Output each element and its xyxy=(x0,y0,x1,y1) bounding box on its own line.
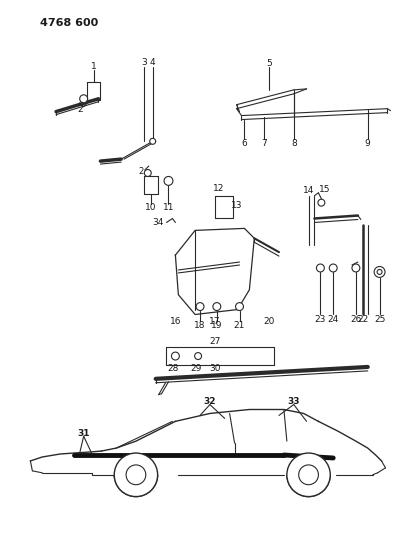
Text: 29: 29 xyxy=(191,365,202,374)
Circle shape xyxy=(196,303,204,311)
Text: 17: 17 xyxy=(209,317,221,326)
Circle shape xyxy=(287,453,330,497)
Text: 18: 18 xyxy=(194,321,206,330)
Circle shape xyxy=(171,352,180,360)
Circle shape xyxy=(299,465,318,484)
Circle shape xyxy=(126,465,146,484)
Text: 2: 2 xyxy=(77,105,82,114)
Circle shape xyxy=(329,264,337,272)
Text: 19: 19 xyxy=(211,321,223,330)
Text: 15: 15 xyxy=(319,185,330,195)
Text: 10: 10 xyxy=(145,203,157,212)
Text: 1: 1 xyxy=(91,62,96,70)
Circle shape xyxy=(195,353,202,360)
Circle shape xyxy=(80,95,88,103)
Circle shape xyxy=(352,264,360,272)
Text: 31: 31 xyxy=(78,429,90,438)
Text: 14: 14 xyxy=(303,187,314,195)
Text: 33: 33 xyxy=(288,397,300,406)
Circle shape xyxy=(114,453,157,497)
Text: 21: 21 xyxy=(234,321,245,330)
Circle shape xyxy=(374,266,385,277)
Text: 32: 32 xyxy=(204,397,216,406)
Circle shape xyxy=(164,176,173,185)
Circle shape xyxy=(213,303,221,311)
Text: 6: 6 xyxy=(242,139,247,148)
Text: 9: 9 xyxy=(365,139,370,148)
Text: 24: 24 xyxy=(328,315,339,324)
Text: 4: 4 xyxy=(150,58,155,67)
Text: 4768 600: 4768 600 xyxy=(40,18,98,28)
Text: 25: 25 xyxy=(374,315,385,324)
Circle shape xyxy=(318,199,325,206)
Text: 28: 28 xyxy=(168,365,179,374)
Text: 7: 7 xyxy=(261,139,267,148)
Circle shape xyxy=(317,264,324,272)
Text: 27: 27 xyxy=(209,337,221,346)
Text: 12: 12 xyxy=(213,184,224,193)
Text: 16: 16 xyxy=(170,317,181,326)
Circle shape xyxy=(235,303,244,311)
Text: 11: 11 xyxy=(163,203,174,212)
Text: 26: 26 xyxy=(350,315,361,324)
Text: 30: 30 xyxy=(209,365,221,374)
Circle shape xyxy=(377,270,382,274)
Text: 3: 3 xyxy=(141,58,147,67)
Circle shape xyxy=(144,169,151,176)
Text: 2: 2 xyxy=(138,166,144,175)
Text: 20: 20 xyxy=(264,317,275,326)
Text: 8: 8 xyxy=(291,139,297,148)
Text: 34: 34 xyxy=(152,218,164,227)
Circle shape xyxy=(150,139,156,144)
Text: 22: 22 xyxy=(357,315,368,324)
Text: 13: 13 xyxy=(231,201,242,210)
Text: 5: 5 xyxy=(266,59,272,68)
Text: 23: 23 xyxy=(315,315,326,324)
